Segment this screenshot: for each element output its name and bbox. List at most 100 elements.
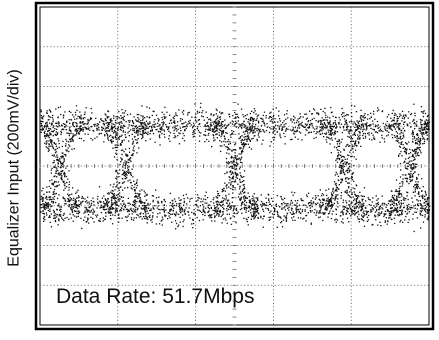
eye-trace-point [225,219,227,221]
eye-trace-point [138,201,140,203]
eye-trace-point [88,206,90,209]
eye-trace-point [412,201,414,203]
eye-trace-point [307,120,310,122]
eye-trace-point [355,144,357,146]
eye-trace-point [110,139,113,141]
eye-trace-point [343,115,345,117]
eye-trace-point [320,122,322,124]
eye-trace-point [292,128,294,131]
eye-trace-point [351,202,353,204]
eye-trace-point [334,120,336,122]
eye-trace-point [367,210,369,213]
eye-trace-point [343,165,346,168]
eye-trace-point [364,113,366,115]
eye-trace-point [356,198,358,200]
eye-trace-point [51,205,53,207]
eye-trace-point [107,136,109,138]
eye-trace-point [65,145,67,147]
eye-trace-point [335,195,337,197]
eye-trace-point [236,155,238,157]
eye-trace-point [318,131,321,133]
eye-trace-point [232,185,234,187]
eye-trace-point [139,190,141,192]
eye-trace-point [344,191,346,193]
eye-trace-point [116,116,119,118]
eye-trace-point [46,142,48,144]
eye-trace-point [422,137,425,139]
eye-trace-point [132,124,134,127]
eye-trace-point [194,213,196,215]
eye-trace-point [108,212,110,214]
eye-trace-point [313,137,315,140]
eye-trace-point [308,131,310,133]
eye-trace-point [247,143,249,145]
eye-trace-point [105,212,107,214]
eye-trace-point [412,191,415,193]
eye-trace-point [285,123,287,125]
eye-trace-point [127,120,130,122]
eye-trace-point [111,204,113,206]
eye-trace-point [399,123,401,125]
eye-trace-point [338,158,341,161]
eye-trace-point [258,213,260,215]
eye-trace-point [80,128,83,130]
eye-trace-point [149,216,151,218]
eye-trace-point [222,129,224,132]
eye-trace-point [145,208,147,211]
eye-trace-point [63,173,65,175]
eye-trace-point [76,124,78,127]
eye-trace-point [58,146,60,149]
eye-trace-point [417,204,419,206]
eye-trace-point [320,123,322,125]
eye-trace-point [140,125,142,127]
eye-trace-point [40,211,42,213]
eye-trace-point [362,216,365,218]
eye-trace-point [251,208,254,210]
eye-trace-point [110,196,113,199]
eye-trace-point [211,128,214,130]
eye-trace-point [269,116,271,118]
eye-trace-point [128,210,130,212]
eye-trace-point [163,133,165,136]
eye-trace-point [216,117,219,119]
eye-trace-point [72,136,74,138]
eye-trace-point [84,201,87,203]
eye-trace-point [307,212,309,214]
eye-trace-point [313,212,315,214]
eye-trace-point [114,200,116,202]
eye-trace-point [243,195,246,197]
eye-trace-point [169,132,172,134]
eye-trace-point [280,222,282,224]
eye-trace-point [332,187,334,189]
eye-trace-point [397,192,400,194]
eye-trace-point [84,198,86,200]
eye-trace-point [117,199,119,201]
eye-trace-point [401,141,403,143]
eye-trace-point [154,126,156,128]
eye-trace-point [334,183,336,185]
eye-trace-point [417,154,419,156]
eye-trace-point [389,217,391,219]
eye-trace-point [132,140,134,143]
eye-trace-point [233,167,235,169]
eye-trace-point [196,216,198,219]
eye-trace-point [331,194,333,196]
eye-trace-point [251,204,254,206]
eye-trace-point [138,147,140,149]
eye-trace-point [256,117,258,119]
eye-trace-point [136,120,138,122]
eye-trace-point [332,192,335,194]
eye-trace-point [272,200,274,202]
eye-trace-point [134,190,136,192]
eye-trace-point [305,128,307,131]
eye-trace-point [396,199,398,201]
eye-trace-point [247,136,249,138]
eye-trace-point [221,214,223,216]
eye-trace-point [337,155,339,157]
eye-trace-point [121,205,124,207]
eye-trace-point [408,208,410,210]
eye-trace-point [43,135,46,137]
eye-trace-point [198,131,200,133]
eye-trace-point [116,118,118,120]
eye-trace-point [406,124,408,126]
